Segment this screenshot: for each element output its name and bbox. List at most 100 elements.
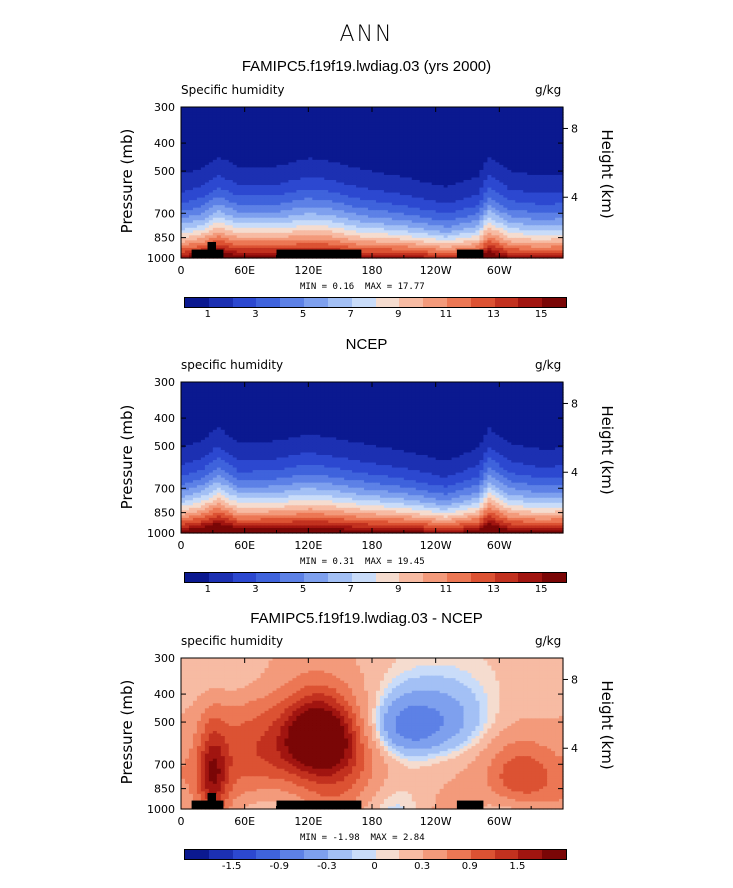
- panel-3-colorbar-swatch: [208, 850, 233, 859]
- panel-2-colorbar-swatch: [518, 573, 543, 582]
- panel-3-land-2: [276, 800, 362, 809]
- panel-2-xtick-label: 120E: [294, 539, 322, 552]
- panel-3-colorbar-swatch: [256, 850, 281, 859]
- panel-3-ytick-label: 400: [154, 688, 175, 701]
- panel-1-ytick-label: 400: [154, 137, 175, 150]
- panel-2-ytick-label: 1000: [147, 527, 175, 540]
- panel-1-title: FAMIPC5.f19f19.lwdiag.03 (yrs 2000): [241, 58, 492, 75]
- panel-3-xtick-label: 180: [362, 815, 383, 828]
- panel-2-colorbar-swatch: [280, 573, 305, 582]
- panel-1-colorbar-swatch: [327, 298, 352, 307]
- panel-3-colorbar-swatch: [232, 850, 257, 859]
- panel-2-colorbar-swatch: [232, 573, 257, 582]
- panel-3-colorbar-label: -0.9: [269, 861, 289, 872]
- panel-1-ytick-label: 500: [154, 165, 175, 178]
- panel-3-colorbar-label: 0.3: [414, 861, 431, 872]
- panel-2-colorbar-label: 5: [299, 584, 307, 595]
- panel-3-y2tick-label: 4: [571, 742, 578, 755]
- panel-1-colorbar-label: 9: [395, 309, 402, 320]
- panel-3-colorbar-swatch: [304, 850, 328, 859]
- panel-1-colorbar-swatch: [399, 298, 424, 307]
- panel-1-colorbar-swatch: [208, 298, 233, 307]
- panel-3-ytick-label: 850: [154, 783, 175, 796]
- panel-3-colorbar-swatch: [351, 850, 376, 859]
- panel-3-ytick-label: 500: [154, 716, 175, 729]
- panel-3-xtick-label: 60W: [487, 815, 512, 828]
- panel-1-xtick-label: 60E: [234, 264, 255, 277]
- panel-2-ytick-label: 700: [154, 482, 175, 495]
- panel-1-colorbar-label: 11: [439, 309, 453, 320]
- panel-3-xtick-label: 0: [178, 815, 185, 828]
- panel-1-field: [181, 107, 564, 259]
- panel-1-land-2: [276, 249, 362, 258]
- panel-2-colorbar-swatch: [470, 573, 495, 582]
- panel-1-land-3: [456, 249, 484, 258]
- panel-1-variable: Specific humidity: [181, 83, 285, 97]
- panel-1-ytick-label: 300: [154, 101, 175, 114]
- panel-3-units: g/kg: [535, 634, 562, 648]
- panel-3-colorbar-swatch: [423, 850, 447, 859]
- panel-3-colorbar-swatch: [518, 850, 543, 859]
- panel-1-y2tick-label: 8: [571, 122, 578, 135]
- panel-1-xtick-label: 120W: [420, 264, 452, 277]
- panel-1-ytick-label: 700: [154, 207, 175, 220]
- panel-1-colorbar-swatch: [494, 298, 519, 307]
- panel-3-colorbar-swatch: [446, 850, 471, 859]
- panel-3-colorbar-swatch: [494, 850, 519, 859]
- panel-1-colorbar-label: 7: [347, 309, 354, 320]
- panel-3-colorbar-swatch: [470, 850, 495, 859]
- panel-1-land-1: [207, 241, 217, 258]
- panel-3-land-1: [207, 792, 217, 809]
- panel-3-title: FAMIPC5.f19f19.lwdiag.03 - NCEP: [250, 610, 483, 627]
- panel-1-xtick-label: 60W: [487, 264, 512, 277]
- panel-3-field: [181, 658, 564, 810]
- panel-3-colorbar-label: -0.3: [317, 861, 337, 872]
- panel-3-xtick-label: 120W: [420, 815, 452, 828]
- panel-1-colorbar-swatch: [470, 298, 495, 307]
- panel-1-colorbar-swatch: [256, 298, 281, 307]
- panel-1-ytick-label: 850: [154, 232, 175, 245]
- panel-3-colorbar-label: 0: [371, 861, 378, 872]
- panel-3-colorbar-swatch: [280, 850, 305, 859]
- panel-2-colorbar-label: 9: [395, 584, 402, 595]
- panel-2-variable: specific humidity: [181, 358, 284, 372]
- panel-2-colorbar-swatch: [446, 573, 471, 582]
- panel-1-colorbar-swatch: [423, 298, 447, 307]
- panel-2-colorbar-swatch: [256, 573, 281, 582]
- panel-1-y2tick-label: 4: [571, 191, 578, 204]
- panel-1-ytick-label: 1000: [147, 252, 175, 265]
- panel-1-colorbar-swatch: [375, 298, 400, 307]
- panel-2-xtick-label: 60E: [234, 539, 255, 552]
- panel-2-colorbar-label: 3: [252, 584, 259, 595]
- panel-2-colorbar: [184, 572, 567, 583]
- panel-1-colorbar-swatch: [280, 298, 305, 307]
- panel-3-land-3: [456, 800, 484, 809]
- panel-2-colorbar-label: 13: [487, 584, 500, 595]
- panel-3-colorbar-swatch: [542, 850, 566, 859]
- panel-3-colorbar-label: 1.5: [509, 861, 526, 872]
- panel-2-colorbar-label: 15: [534, 584, 548, 595]
- panel-3-colorbar-label: -1.5: [221, 861, 242, 872]
- panel-3-colorbar-label: 0.9: [461, 861, 478, 872]
- panel-1-colorbar: [184, 297, 567, 308]
- panel-1-colorbar-label: 3: [252, 309, 259, 320]
- panel-2-ytick-label: 500: [154, 440, 175, 453]
- panel-2-colorbar-label: 11: [439, 584, 453, 595]
- figure-title: ANN: [339, 22, 394, 47]
- panel-1-colorbar-label: 5: [299, 309, 307, 320]
- panel-2-colorbar-swatch: [399, 573, 424, 582]
- panel-3-colorbar-swatch: [399, 850, 424, 859]
- panel-2-xtick-label: 60W: [487, 539, 512, 552]
- panel-2-colorbar-swatch: [542, 573, 566, 582]
- panel-1-xtick-label: 180: [362, 264, 383, 277]
- panel-2-ytick-label: 300: [154, 376, 175, 389]
- panel-1-colorbar-swatch: [232, 298, 257, 307]
- panel-2-colorbar-swatch: [327, 573, 352, 582]
- panel-1-colorbar-label: 1: [204, 309, 211, 320]
- panel-1-colorbar-swatch: [542, 298, 566, 307]
- panel-2-colorbar-swatch: [351, 573, 376, 582]
